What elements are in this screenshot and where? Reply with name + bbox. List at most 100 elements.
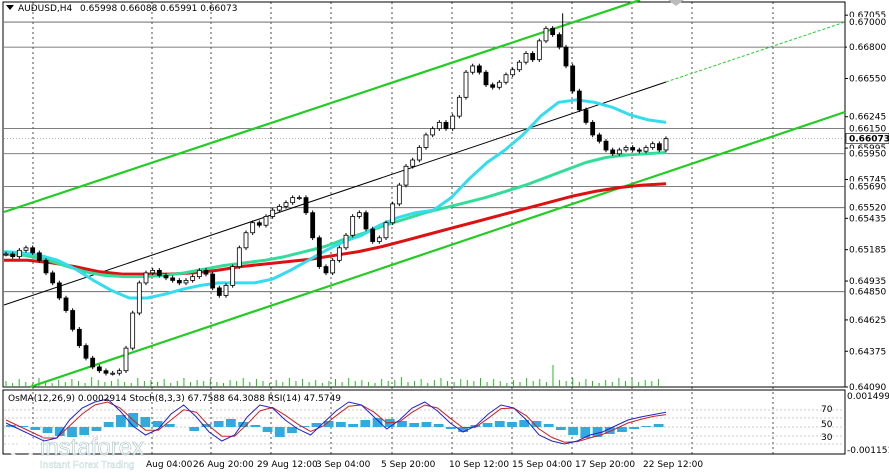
candle-body bbox=[390, 203, 396, 224]
symbol-label: AUDUSD,H4 bbox=[18, 4, 73, 14]
candle-body bbox=[150, 269, 156, 274]
osma-bar bbox=[201, 424, 212, 427]
level-label-bg bbox=[847, 181, 889, 192]
osma-bar bbox=[189, 427, 200, 431]
indicator-frame bbox=[2, 389, 846, 455]
candle-body bbox=[83, 345, 89, 359]
candle-body bbox=[310, 212, 316, 239]
osma-bar bbox=[18, 426, 28, 427]
ohlc-label: 0.65998 0.66088 0.65991 0.66073 bbox=[80, 4, 237, 14]
candle-body bbox=[596, 134, 602, 142]
candle-body bbox=[403, 165, 409, 186]
volume-bars bbox=[5, 365, 659, 387]
candle-body bbox=[356, 212, 362, 217]
osma-bar bbox=[250, 425, 261, 427]
dropdown-triangle-icon[interactable] bbox=[6, 5, 14, 10]
candle-body bbox=[343, 234, 349, 249]
main-chart-frame bbox=[2, 1, 846, 388]
osma-bar bbox=[54, 427, 65, 436]
chart-shift-marker-icon[interactable] bbox=[668, 0, 684, 6]
osma-bar bbox=[164, 424, 175, 427]
price-tick-label: 0.64090 bbox=[849, 383, 886, 393]
candle-body bbox=[323, 266, 329, 274]
watermark: instaforex Instant Forex Trading bbox=[8, 432, 144, 471]
osma-bar bbox=[6, 425, 16, 427]
osma-bar bbox=[556, 427, 566, 430]
time-label-partial: Aug 04:00 bbox=[146, 460, 193, 470]
watermark-brand: instaforex bbox=[40, 434, 144, 461]
candle-body bbox=[556, 34, 562, 48]
osma-bar bbox=[336, 422, 346, 427]
level-label: 0.66150 bbox=[849, 125, 886, 135]
candle-body bbox=[256, 222, 262, 226]
candle-body bbox=[603, 140, 609, 151]
level-label: 0.65520 bbox=[849, 204, 886, 214]
candles bbox=[3, 13, 669, 376]
osma-bar bbox=[568, 427, 578, 435]
candle-body bbox=[510, 69, 516, 76]
candle-body bbox=[610, 149, 616, 155]
candle-body bbox=[623, 147, 629, 151]
price-levels bbox=[4, 21, 845, 293]
candle-body bbox=[523, 53, 529, 63]
candle-body bbox=[396, 184, 402, 205]
osma-bar bbox=[592, 427, 603, 437]
candle-body bbox=[10, 253, 16, 257]
level-label-bg bbox=[847, 202, 889, 213]
osma-bar bbox=[543, 424, 554, 427]
time-label: 5 Sep 20:00 bbox=[381, 460, 436, 470]
candle-body bbox=[36, 252, 42, 261]
osma-bar bbox=[360, 420, 371, 427]
candle-body bbox=[530, 53, 536, 61]
candle-body bbox=[296, 197, 302, 200]
price-tick-label: 0.67055 bbox=[849, 11, 886, 21]
candle-body bbox=[50, 272, 56, 284]
candle-body bbox=[16, 249, 22, 257]
candle-body bbox=[370, 228, 376, 242]
candle-body bbox=[490, 84, 496, 88]
candle-body bbox=[143, 272, 149, 284]
indicator-plots bbox=[4, 398, 845, 445]
candle-body bbox=[30, 247, 36, 254]
indicator-scale-bottom: -0.001151 bbox=[847, 446, 889, 456]
price-tick-label: 0.65435 bbox=[849, 214, 886, 224]
osma-bar bbox=[604, 427, 615, 434]
price-tick-label: 0.64625 bbox=[849, 316, 886, 326]
level-label: 0.66800 bbox=[849, 43, 886, 53]
osma-bar bbox=[482, 423, 493, 427]
current-price-label: 0.66073 bbox=[849, 134, 889, 144]
osma-bar bbox=[262, 427, 273, 432]
candle-body bbox=[376, 237, 382, 242]
candle-body bbox=[410, 159, 416, 167]
time-label: 26 Aug 20:00 bbox=[193, 460, 254, 470]
candle-body bbox=[576, 90, 582, 111]
candle-body bbox=[283, 202, 289, 207]
osma-bar bbox=[274, 427, 285, 437]
osma-bar bbox=[421, 422, 432, 427]
osma-bar bbox=[42, 427, 53, 433]
candle-body bbox=[363, 212, 369, 230]
candle-body bbox=[63, 297, 69, 311]
time-label: 3 Sep 04:00 bbox=[316, 460, 371, 470]
candle-body bbox=[476, 65, 482, 73]
osma-bar bbox=[287, 427, 297, 433]
candle-body bbox=[496, 81, 502, 88]
osma-bar bbox=[152, 421, 163, 427]
candle-body bbox=[96, 366, 102, 372]
candle-body bbox=[230, 266, 236, 286]
moving-averages bbox=[3, 98, 667, 300]
candle-body bbox=[183, 280, 189, 284]
candle-body bbox=[263, 216, 269, 226]
osma-bar bbox=[30, 427, 41, 430]
channel-mid-projection bbox=[665, 21, 846, 83]
osma-bar bbox=[67, 427, 77, 437]
channel-mid-line bbox=[3, 81, 667, 306]
candle-body bbox=[216, 287, 222, 296]
osma-bar bbox=[238, 422, 248, 427]
watermark-tagline: Instant Forex Trading bbox=[40, 460, 135, 471]
candle-body bbox=[163, 274, 169, 279]
candle-body bbox=[536, 40, 542, 61]
time-label: 22 Sep 12:00 bbox=[643, 460, 703, 470]
time-label: 10 Sep 12:00 bbox=[449, 460, 509, 470]
